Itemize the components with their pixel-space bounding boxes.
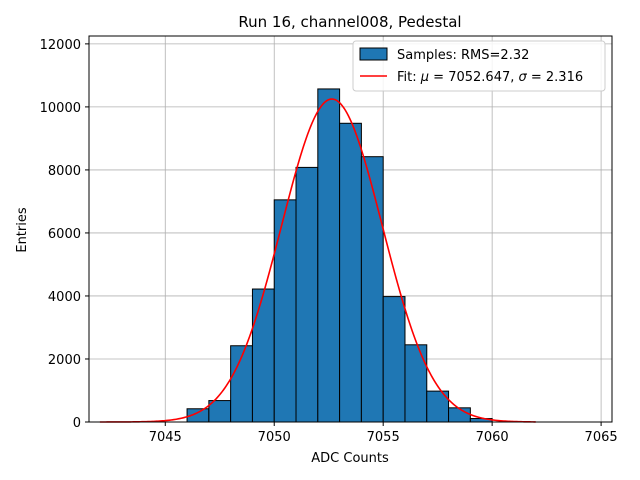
- histogram-bar: [339, 122, 362, 423]
- histogram-bar: [273, 199, 297, 423]
- legend-box: [352, 40, 606, 92]
- x-axis-ticks: 7045 7050 7055 7060 7065: [149, 422, 618, 445]
- y-tick-label: 12000: [40, 38, 81, 53]
- gaussian-fit-curve: [99, 98, 536, 423]
- y-tick-label: 0: [73, 416, 81, 431]
- histogram-bar: [360, 156, 384, 423]
- x-tick-label: 7065: [585, 430, 618, 445]
- chart-title: Run 16, channel008, Pedestal: [238, 13, 461, 31]
- y-tick-label: 6000: [48, 227, 81, 242]
- x-tick-label: 7055: [367, 430, 400, 445]
- legend-samples-label: Samples: RMS=2.32: [397, 48, 529, 63]
- histogram-bar: [404, 344, 428, 423]
- histogram-bar: [382, 296, 406, 423]
- legend: Samples: RMS=2.32 Fit: μ = 7052.647, σ =…: [352, 40, 606, 92]
- legend-fit-label: Fit: μ = 7052.647, σ = 2.316: [397, 70, 583, 85]
- x-tick-label: 7060: [476, 430, 509, 445]
- y-tick-label: 8000: [48, 164, 81, 179]
- histogram-bars: [186, 88, 493, 423]
- x-tick-label: 7050: [258, 430, 291, 445]
- y-axis-label: Entries: [15, 207, 30, 253]
- y-axis-ticks: 0 2000 4000 6000 8000 10000 12000: [40, 38, 89, 431]
- legend-samples-swatch: [359, 47, 388, 61]
- histogram-bar: [448, 407, 471, 423]
- histogram-bar: [317, 88, 341, 423]
- y-tick-label: 4000: [48, 290, 81, 305]
- histogram-bar: [251, 288, 275, 423]
- y-tick-label: 2000: [48, 353, 81, 368]
- plot-frame: [88, 35, 613, 423]
- y-tick-label: 10000: [40, 101, 81, 116]
- histogram-bar: [295, 166, 319, 423]
- x-axis-label: ADC Counts: [311, 451, 389, 466]
- histogram-bar: [208, 400, 232, 423]
- x-tick-label: 7045: [149, 430, 182, 445]
